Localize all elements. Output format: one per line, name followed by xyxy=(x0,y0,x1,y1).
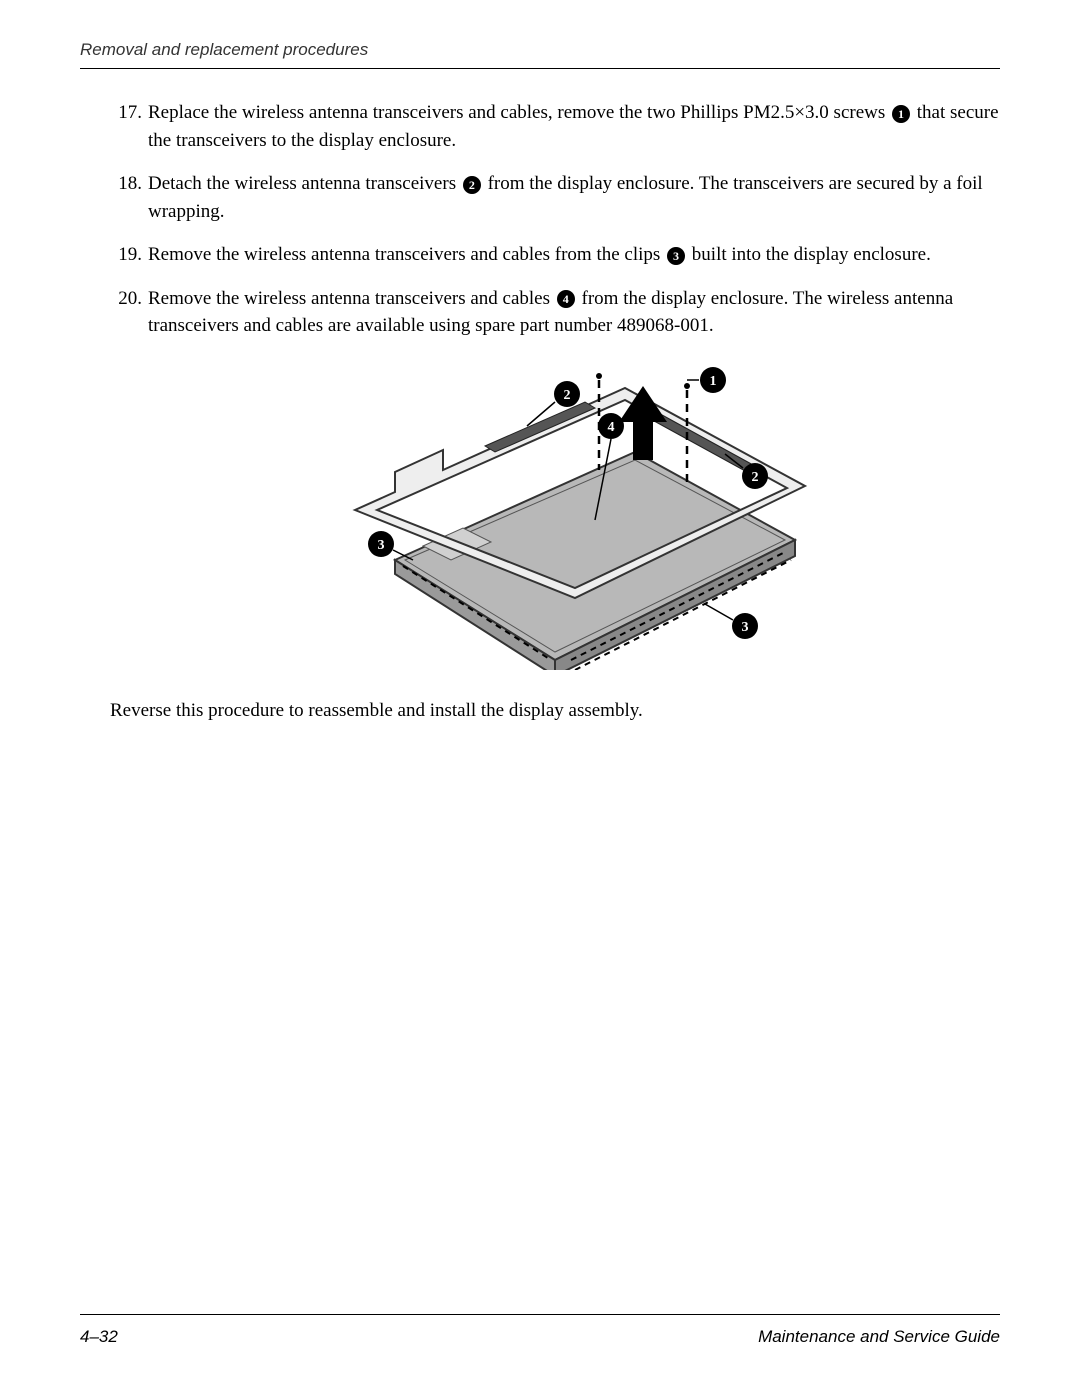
page-footer: 4–32 Maintenance and Service Guide xyxy=(80,1314,1000,1347)
callout-badge-icon: 1 xyxy=(892,105,910,123)
callout-badge-icon: 2 xyxy=(463,176,481,194)
section-title: Removal and replacement procedures xyxy=(80,40,368,59)
step-number: 20. xyxy=(110,285,148,340)
step-text: Remove the wireless antenna transceivers… xyxy=(148,241,1000,269)
screw-icon xyxy=(596,373,602,379)
svg-text:2: 2 xyxy=(752,470,759,485)
callout-3-right: 3 xyxy=(705,604,758,639)
svg-text:3: 3 xyxy=(742,620,749,635)
callout-4: 4 xyxy=(598,413,624,439)
transceiver-left xyxy=(485,402,595,452)
screw-icon xyxy=(684,383,690,389)
step-number: 17. xyxy=(110,99,148,154)
svg-text:3: 3 xyxy=(378,538,385,553)
page-number: 4–32 xyxy=(80,1327,118,1347)
guide-title: Maintenance and Service Guide xyxy=(758,1327,1000,1347)
step-text: Replace the wireless antenna transceiver… xyxy=(148,99,1000,154)
page-header: Removal and replacement procedures xyxy=(80,40,1000,69)
step-item: 17. Replace the wireless antenna transce… xyxy=(110,99,1000,154)
svg-text:1: 1 xyxy=(710,374,717,389)
step-number: 19. xyxy=(110,241,148,269)
figure-container: 1 2 2 3 xyxy=(110,360,1000,670)
callout-badge-icon: 4 xyxy=(557,290,575,308)
callout-badge-icon: 3 xyxy=(667,247,685,265)
assembly-diagram: 1 2 2 3 xyxy=(295,360,815,670)
step-text: Remove the wireless antenna transceivers… xyxy=(148,285,1000,340)
svg-text:4: 4 xyxy=(608,420,615,435)
step-number: 18. xyxy=(110,170,148,225)
step-item: 19. Remove the wireless antenna transcei… xyxy=(110,241,1000,269)
svg-text:2: 2 xyxy=(564,388,571,403)
callout-1: 1 xyxy=(687,367,726,393)
content-area: 17. Replace the wireless antenna transce… xyxy=(80,99,1000,1314)
step-item: 20. Remove the wireless antenna transcei… xyxy=(110,285,1000,340)
step-item: 18. Detach the wireless antenna transcei… xyxy=(110,170,1000,225)
closing-instruction: Reverse this procedure to reassemble and… xyxy=(110,700,1000,722)
step-text: Detach the wireless antenna transceivers… xyxy=(148,170,1000,225)
